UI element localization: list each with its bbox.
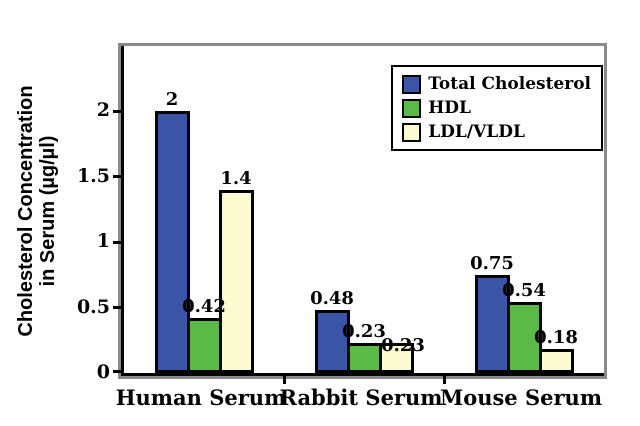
legend-swatch-ldl-vldl bbox=[402, 122, 422, 142]
x-category-label: Rabbit Serum bbox=[279, 385, 443, 410]
plot-area: 0 0.5 1 1.5 2 2 0.42 1.4 0.48 0.23 0.23 0.75 0.54 0.1… bbox=[77, 46, 604, 384]
bar-hdl-rabbit-serum bbox=[346, 342, 382, 373]
y-axis-tick-label: 0.5 bbox=[76, 295, 110, 318]
x-axis-tick bbox=[282, 376, 286, 384]
plot-frame: 0 0.5 1 1.5 2 2 0.42 1.4 0.48 0.23 0.23 0.75 0.54 0.1… bbox=[77, 43, 607, 384]
y-axis-title-line1: Cholesterol Concentration bbox=[15, 85, 37, 337]
bar-hdl-mouse-serum bbox=[506, 302, 542, 373]
y-axis-tick-label: 2 bbox=[96, 99, 110, 122]
legend: Total Cholesterol HDL LDL/VLDL bbox=[391, 65, 603, 151]
bar-hdl-human-serum bbox=[186, 318, 222, 373]
bar-value-label: 0.42 bbox=[182, 296, 226, 318]
bar-total-cholesterol-human-serum bbox=[154, 111, 190, 373]
legend-label: LDL/VLDL bbox=[428, 122, 525, 142]
bar-value-label: 0.23 bbox=[342, 320, 386, 342]
bar-value-label: 0.23 bbox=[381, 334, 425, 356]
y-axis-tick-label: 1 bbox=[96, 230, 110, 253]
y-axis-tick bbox=[113, 240, 122, 244]
y-axis-title: Cholesterol Concentration in Serum (µg/µ… bbox=[15, 43, 59, 379]
legend-label: Total Cholesterol bbox=[428, 74, 591, 94]
bar-value-label: 0.48 bbox=[310, 288, 354, 310]
bar-value-label: 1.4 bbox=[220, 167, 252, 189]
bar-ldl-vldl-rabbit-serum bbox=[378, 342, 414, 373]
x-axis-tick bbox=[442, 376, 446, 384]
y-axis-tick bbox=[113, 306, 122, 310]
bar-value-label: 0.54 bbox=[502, 280, 546, 302]
legend-label: HDL bbox=[428, 98, 471, 118]
y-axis-tick bbox=[113, 175, 122, 179]
legend-swatch-total-cholesterol bbox=[402, 74, 422, 94]
bar-value-label: 2 bbox=[165, 89, 179, 111]
bar-value-label: 0.75 bbox=[470, 252, 514, 274]
y-axis-title-line2: in Serum (µg/µl) bbox=[37, 135, 59, 287]
bar-ldl-vldl-mouse-serum bbox=[538, 349, 574, 373]
x-category-label: Human Serum bbox=[115, 385, 287, 410]
legend-item: Total Cholesterol bbox=[402, 72, 591, 96]
legend-swatch-hdl bbox=[402, 98, 422, 118]
y-axis-tick bbox=[113, 109, 122, 113]
y-axis-tick-label: 1.5 bbox=[76, 164, 110, 187]
bar-total-cholesterol-rabbit-serum bbox=[314, 310, 350, 373]
y-axis-tick bbox=[113, 370, 122, 373]
y-axis-tick-label: 0 bbox=[96, 361, 110, 383]
bar-value-label: 0.18 bbox=[534, 327, 578, 349]
legend-item: LDL/VLDL bbox=[402, 120, 591, 144]
x-category-label: Mouse Serum bbox=[439, 385, 603, 410]
legend-item: HDL bbox=[402, 96, 591, 120]
bar-ldl-vldl-human-serum bbox=[218, 189, 254, 373]
